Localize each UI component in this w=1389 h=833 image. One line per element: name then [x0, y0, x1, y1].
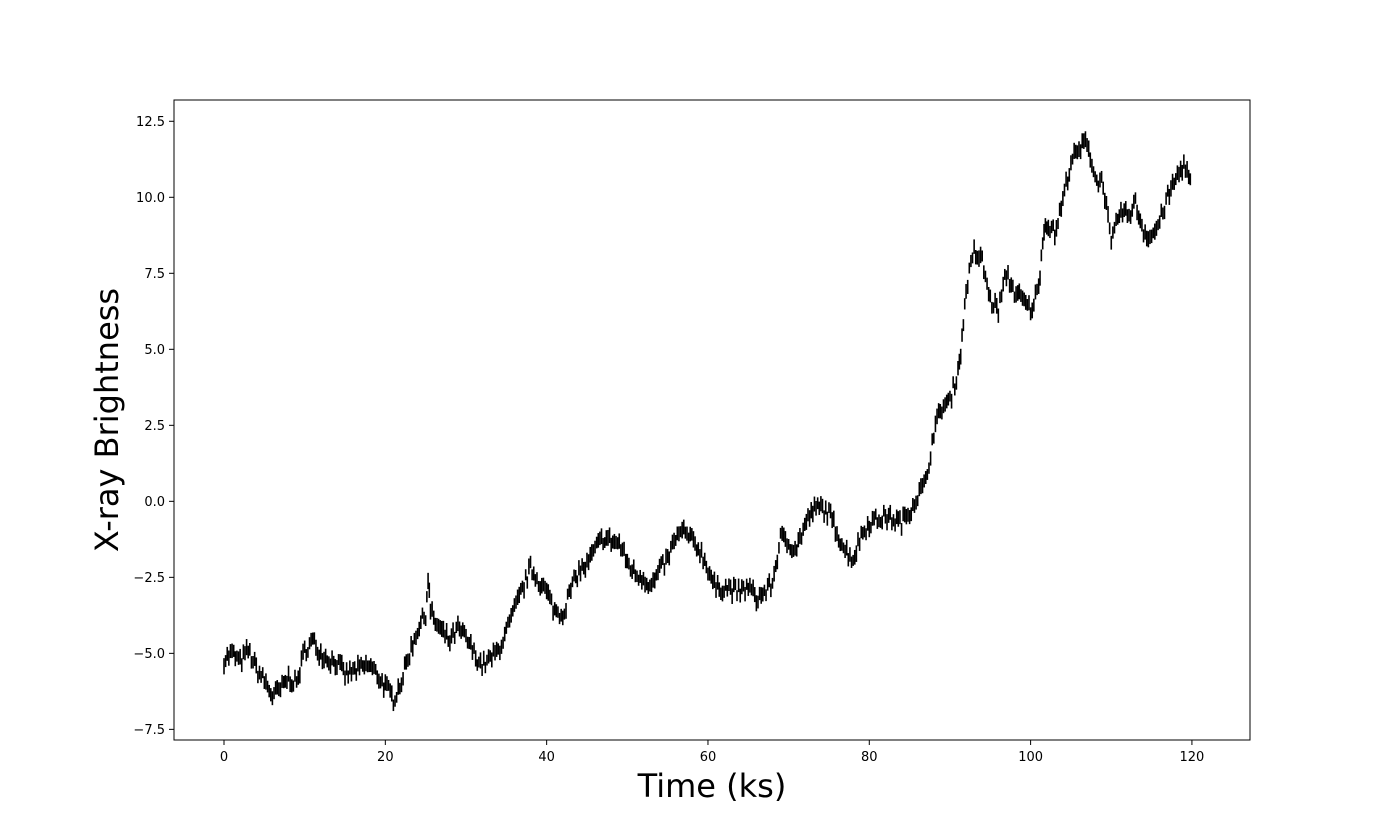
plot-frame: [173, 99, 1251, 741]
x-tick-label: 20: [377, 750, 394, 765]
y-tick-label: 5.0: [144, 343, 165, 358]
y-tick-label: −7.5: [133, 723, 165, 738]
y-tick-label: 2.5: [144, 419, 165, 434]
y-tick-label: 0.0: [144, 495, 165, 510]
x-tick-label: 40: [538, 750, 555, 765]
y-axis: −7.5 −5.0 −2.5 0.0 2.5 5.0 7.5 10.0 12.5: [133, 115, 174, 738]
x-tick-label: 80: [861, 750, 878, 765]
y-tick-label: −2.5: [133, 571, 165, 586]
x-tick-label: 100: [1018, 750, 1043, 765]
y-tick-label: 7.5: [144, 267, 165, 282]
y-axis-label: X-ray Brightness: [88, 288, 126, 552]
y-tick-label: 12.5: [136, 115, 165, 130]
x-tick-label: 120: [1180, 750, 1205, 765]
x-axis: 0 20 40 60 80 100 120: [220, 740, 1204, 765]
x-axis-label: Time (ks): [637, 767, 787, 805]
y-tick-label: −5.0: [133, 647, 165, 662]
x-tick-label: 60: [700, 750, 717, 765]
error-bar-series: [223, 131, 1192, 712]
x-tick-label: 0: [220, 750, 228, 765]
y-tick-label: 10.0: [136, 191, 165, 206]
